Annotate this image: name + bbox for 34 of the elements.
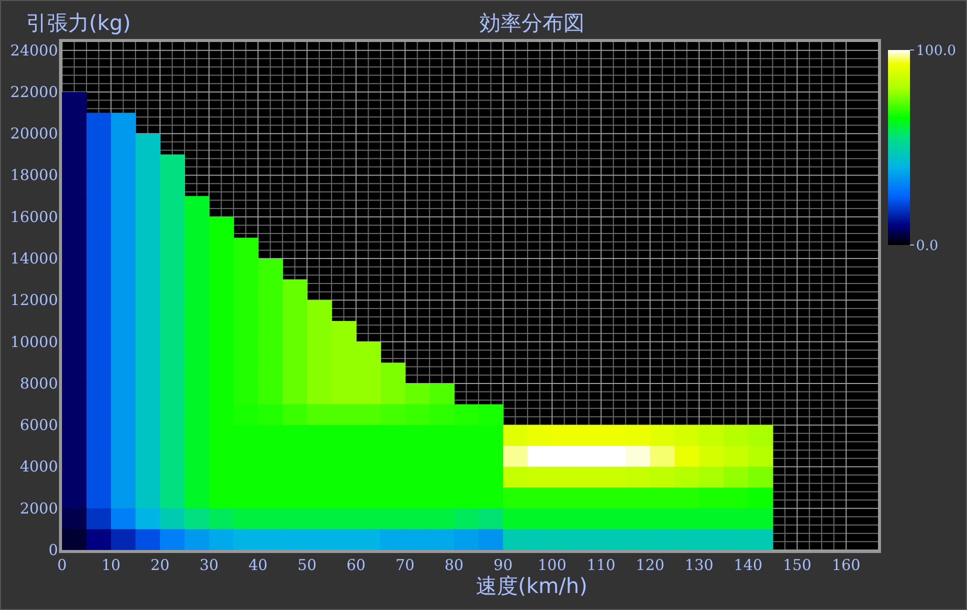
y-tick-label: 24000 bbox=[10, 41, 58, 60]
x-tick-label: 20 bbox=[150, 556, 170, 574]
x-tick-label: 120 bbox=[636, 556, 664, 574]
x-tick-label: 100 bbox=[538, 556, 566, 574]
y-tick-label: 14000 bbox=[10, 250, 58, 268]
y-tick-label: 16000 bbox=[10, 208, 58, 226]
x-tick-label: 10 bbox=[101, 556, 121, 574]
x-tick-label: 40 bbox=[248, 556, 268, 574]
y-tick-label: 8000 bbox=[20, 374, 58, 392]
y-tick-label: 18000 bbox=[10, 166, 58, 184]
y-tick-label: 0 bbox=[48, 541, 58, 559]
color-bar-label: 0.0 bbox=[916, 238, 938, 254]
x-tick-label: 140 bbox=[734, 556, 762, 574]
y-axis-title: 引張力(kg) bbox=[26, 11, 131, 35]
x-tick-label: 150 bbox=[782, 556, 812, 574]
color-bar-label: 100.0 bbox=[916, 43, 956, 59]
y-tick-label: 10000 bbox=[10, 332, 58, 351]
x-tick-label: 130 bbox=[684, 556, 714, 574]
x-tick-label: 30 bbox=[199, 556, 219, 574]
x-tick-label: 90 bbox=[494, 556, 513, 574]
y-tick-label: 12000 bbox=[10, 291, 58, 310]
x-tick-label: 110 bbox=[586, 556, 616, 574]
x-tick-label: 160 bbox=[832, 556, 860, 574]
x-tick-label: 60 bbox=[346, 556, 366, 574]
y-tick-label: 20000 bbox=[10, 124, 58, 143]
y-tick-label: 6000 bbox=[20, 416, 58, 434]
y-tick-label: 4000 bbox=[20, 458, 58, 476]
x-tick-label: 50 bbox=[298, 556, 317, 574]
x-axis-title: 速度(km/h) bbox=[476, 574, 588, 598]
y-tick-label: 2000 bbox=[20, 499, 58, 518]
chart-title: 効率分布図 bbox=[480, 11, 584, 35]
x-tick-label: 80 bbox=[444, 556, 464, 574]
y-tick-label: 22000 bbox=[10, 82, 58, 101]
x-tick-label: 70 bbox=[396, 556, 415, 574]
